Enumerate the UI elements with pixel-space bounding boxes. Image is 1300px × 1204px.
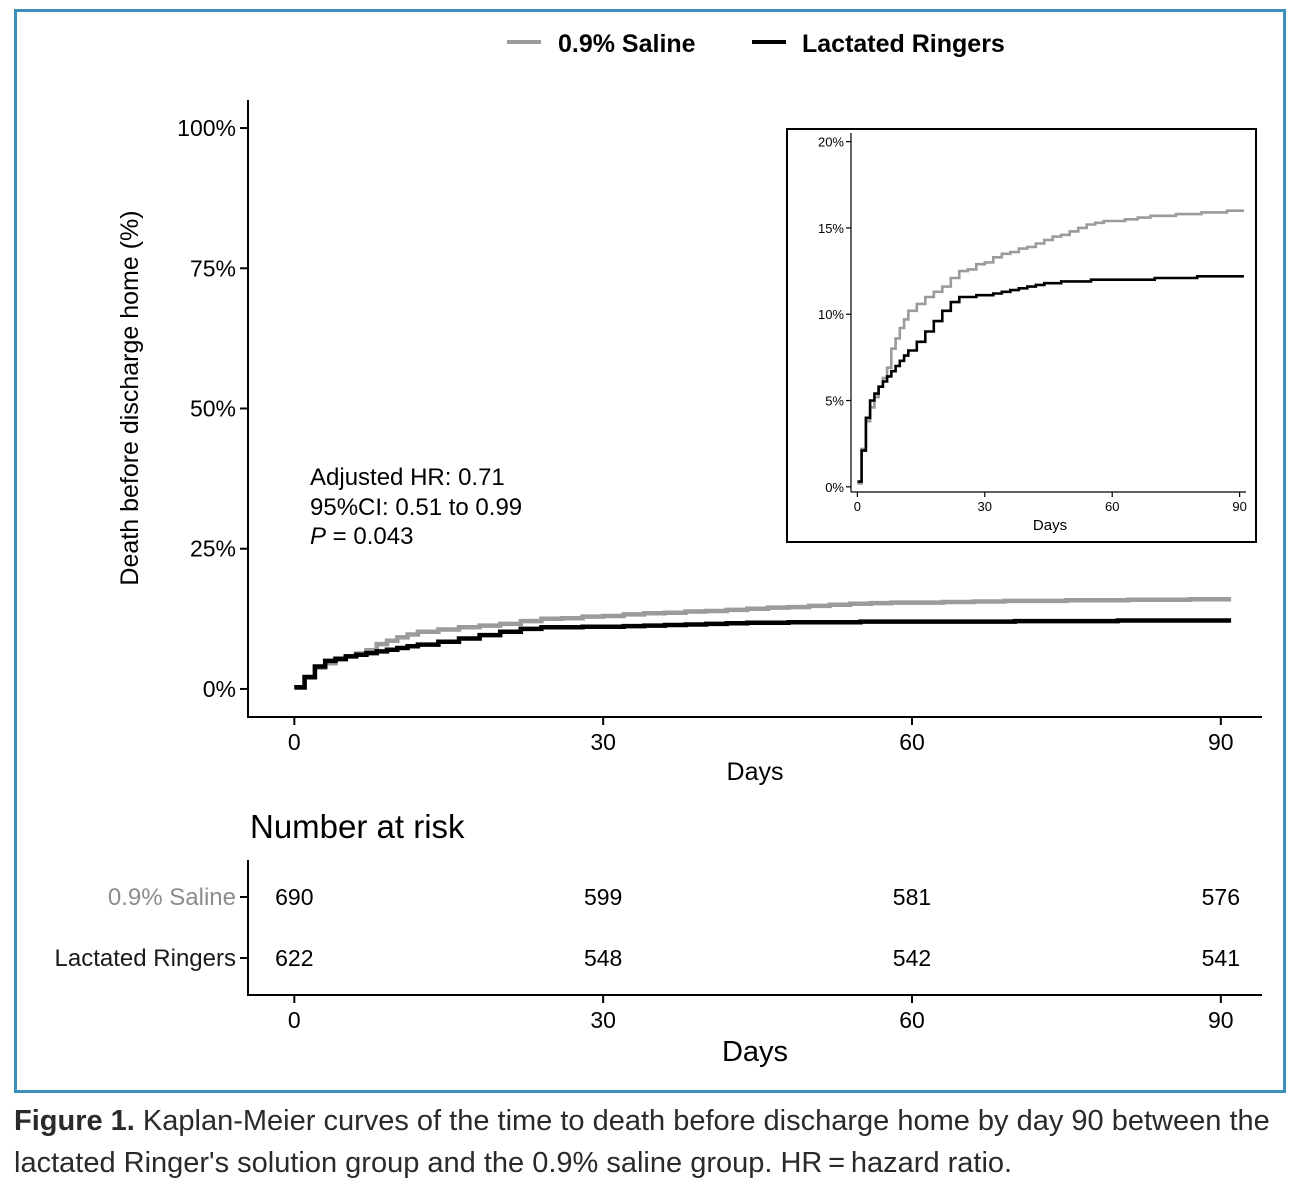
risk-cell: 581 (893, 884, 931, 910)
main-y-tick-label: 75% (190, 255, 236, 281)
risk-cell: 690 (275, 884, 313, 910)
caption-label: Figure 1. (14, 1105, 135, 1137)
hr-annotation-line3: P = 0.043 (310, 523, 413, 550)
inset-x-ticks: 0 30 60 90 (854, 492, 1247, 514)
risk-x-tick-label: 30 (590, 1007, 616, 1033)
main-x-tick-label: 0 (288, 729, 301, 755)
risk-cell: 622 (275, 945, 313, 971)
km-figure: 0.9% Saline Lactated Ringers 0% 25% 50% 75%… (55, 30, 1262, 1068)
main-x-tick-label: 30 (590, 729, 616, 755)
main-curves (294, 596, 1232, 691)
main-y-tick-label: 25% (190, 536, 236, 562)
inset-y-tick-label: 20% (818, 135, 844, 150)
inset-plot: 0% 5% 10% 15% 20% 0 30 60 90 Days (786, 128, 1257, 543)
legend-label-ringers: Lactated Ringers (802, 30, 1005, 58)
inset-y-tick-label: 10% (818, 307, 844, 322)
risk-table: Number at risk 0.9% Saline 690 599 581 576 La… (55, 808, 1262, 1068)
inset-ringers-curve (857, 275, 1244, 483)
inset-y-ticks: 0% 5% 10% 15% 20% (818, 135, 851, 495)
main-x-tick-label: 90 (1208, 729, 1234, 755)
risk-x-tick-label: 90 (1208, 1007, 1234, 1033)
inset-x-axis-label: Days (1033, 517, 1067, 534)
legend: 0.9% Saline Lactated Ringers (507, 30, 1005, 58)
inset-x-tick-label: 90 (1232, 499, 1246, 514)
risk-x-ticks: 0 30 60 90 (288, 995, 1234, 1033)
main-x-tick-label: 60 (899, 729, 925, 755)
risk-cell: 599 (584, 884, 622, 910)
main-y-axis-label: Death before discharge home (%) (116, 210, 144, 585)
risk-x-tick-label: 0 (288, 1007, 301, 1033)
risk-table-x-axis-label: Days (722, 1036, 788, 1068)
inset-curves (857, 209, 1244, 485)
main-y-tick-label: 100% (177, 115, 236, 141)
figure-caption: Figure 1. Kaplan-Meier curves of the tim… (14, 1100, 1289, 1184)
main-x-ticks: 0 30 60 90 (288, 717, 1234, 755)
inset-x-tick-label: 0 (854, 499, 861, 514)
legend-label-saline: 0.9% Saline (558, 30, 696, 58)
hr-annotation-line2: 95%CI: 0.51 to 0.99 (310, 494, 522, 521)
inset-x-tick-label: 30 (978, 499, 992, 514)
hr-annotation: Adjusted HR: 0.71 95%CI: 0.51 to 0.99 P … (310, 464, 522, 550)
figure-frame (14, 9, 1286, 1093)
inset-frame (786, 128, 1257, 543)
caption-text: Kaplan-Meier curves of the time to death… (14, 1105, 1270, 1179)
risk-row-label: 0.9% Saline (108, 884, 236, 911)
main-plot: 0% 25% 50% 75% 100% 0 30 60 90 Days Death befor… (116, 100, 1262, 786)
inset-x-tick-label: 60 (1105, 499, 1119, 514)
risk-x-tick-label: 60 (899, 1007, 925, 1033)
risk-table-title: Number at risk (250, 808, 465, 845)
risk-row-label: Lactated Ringers (55, 945, 236, 972)
ringers-curve (294, 618, 1232, 690)
risk-cell: 542 (893, 945, 931, 971)
inset-y-tick-label: 5% (825, 394, 844, 409)
risk-rows: 0.9% Saline 690 599 581 576 Lactated Ringers 6… (55, 884, 1240, 972)
p-value: = 0.043 (326, 523, 413, 550)
main-y-tick-label: 0% (203, 676, 236, 702)
main-x-axis-label: Days (727, 758, 784, 786)
p-label: P (310, 523, 326, 550)
saline-curve (294, 596, 1232, 691)
inset-saline-curve (857, 209, 1244, 485)
hr-annotation-line1: Adjusted HR: 0.71 (310, 464, 505, 491)
risk-cell: 548 (584, 945, 622, 971)
inset-y-tick-label: 15% (818, 221, 844, 236)
main-y-ticks: 0% 25% 50% 75% 100% (177, 115, 248, 702)
risk-cell: 541 (1202, 945, 1240, 971)
inset-y-tick-label: 0% (825, 480, 844, 495)
main-y-tick-label: 50% (190, 396, 236, 422)
risk-cell: 576 (1202, 884, 1240, 910)
